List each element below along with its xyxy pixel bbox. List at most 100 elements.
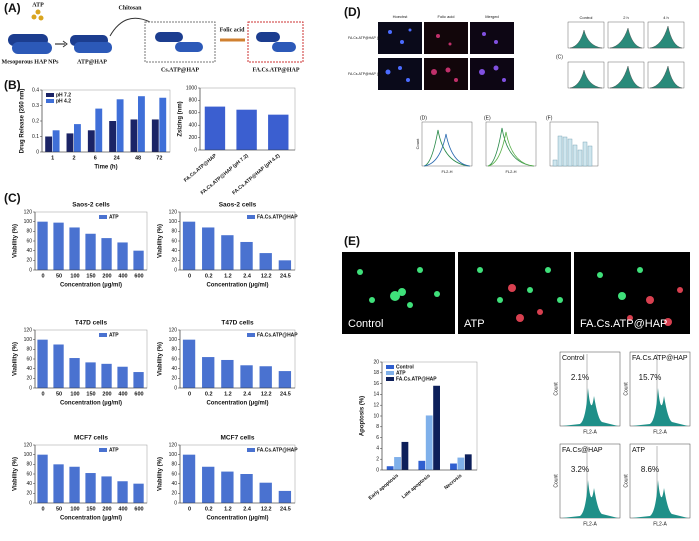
bar <box>259 253 272 270</box>
legend-label: ATP <box>109 214 119 220</box>
legend-swatch <box>386 377 394 381</box>
x-tick-label: 400 <box>118 391 127 397</box>
bar <box>202 227 215 270</box>
legend-label: FA.Cs.ATP@HAP <box>257 332 298 338</box>
x-axis-label: Concentration (µg/ml) <box>60 283 122 289</box>
x-tick-label: 72 <box>156 155 162 161</box>
y-tick-label: 40 <box>171 481 177 487</box>
bar <box>53 344 64 388</box>
chart-title: Saos-2 cells <box>72 202 110 209</box>
flow-histogram <box>632 388 688 426</box>
x-axis-label: FL2-A <box>583 429 597 435</box>
x-tick-label: 24.5 <box>280 391 291 397</box>
schematic-text: Cs.ATP@HAP <box>161 67 199 73</box>
bar <box>464 454 472 470</box>
y-axis-label: Viability (%) <box>13 342 19 376</box>
y-tick-label: 0.3 <box>32 103 39 109</box>
bar <box>278 490 292 503</box>
legend-label: ATP <box>109 447 119 453</box>
y-tick-label: 80 <box>171 462 177 468</box>
bar <box>66 133 74 152</box>
y-tick-label: 80 <box>171 229 177 235</box>
x-tick-label: 600 <box>134 506 143 512</box>
y-tick-label: 0 <box>29 500 32 506</box>
plot-area <box>179 211 296 271</box>
panel-label: (B) <box>4 78 21 92</box>
bar <box>138 96 145 152</box>
row-header: FA.Cs.ATP@HAP (4 h) <box>348 72 384 76</box>
image-label: FA.Cs.ATP@HAP <box>580 318 667 330</box>
flow-title: FA.Cs.ATP@HAP <box>632 355 688 362</box>
legend-swatch <box>99 448 107 452</box>
bar <box>69 358 80 388</box>
y-tick-label: 100 <box>169 337 178 343</box>
bar <box>117 481 128 503</box>
bar <box>202 466 215 503</box>
bar <box>221 471 234 503</box>
schematic-shapes <box>8 9 304 63</box>
y-tick-label: 100 <box>24 452 33 458</box>
x-axis-label: Concentration (µg/ml) <box>206 401 268 407</box>
y-tick-label: 20 <box>373 359 379 365</box>
bar <box>95 108 103 152</box>
schematic-text: ATP <box>32 2 44 8</box>
x-tick-label: 0 <box>188 273 191 279</box>
x-tick-label: 0.2 <box>205 506 213 512</box>
bar <box>101 476 112 503</box>
bar <box>221 235 234 270</box>
y-tick-label: 0.4 <box>32 87 39 93</box>
y-tick-label: 120 <box>24 327 33 333</box>
bar <box>418 460 426 470</box>
flow-title: ATP <box>632 447 645 454</box>
y-tick-label: 12 <box>373 403 379 409</box>
bar <box>182 221 196 270</box>
bar <box>117 366 128 388</box>
sub-label: (D) <box>420 115 427 121</box>
legend-swatch <box>386 371 394 375</box>
bar <box>37 339 48 388</box>
flow-histogram <box>562 480 618 518</box>
schematic-text: Mesoporous HAP NPs <box>2 59 60 65</box>
legend-swatch <box>247 448 255 452</box>
bar <box>268 114 289 150</box>
x-axis-label: Concentration (µg/ml) <box>206 283 268 289</box>
y-tick-label: 100 <box>169 452 178 458</box>
y-tick-label: 20 <box>171 376 177 382</box>
x-tick-label: Early apoptosis <box>368 473 401 502</box>
legend-label: ATP <box>109 332 119 338</box>
flow-header: Control <box>580 15 593 20</box>
x-tick-label: 0 <box>41 506 44 512</box>
column-header: Hoechst <box>393 14 409 19</box>
legend-swatch <box>247 215 255 219</box>
flow-histogram <box>562 388 618 426</box>
sub-label: (C) <box>556 54 563 60</box>
bar <box>204 106 226 150</box>
x-tick-label: 0 <box>188 391 191 397</box>
x-tick-label: 24 <box>114 155 121 161</box>
flow-header: 2 h <box>623 15 629 20</box>
x-tick-label: 600 <box>134 273 143 279</box>
legend-swatch <box>99 333 107 337</box>
flow-percent: 3.2% <box>571 465 589 474</box>
x-tick-label: 2 <box>72 155 75 161</box>
panel-label: (D) <box>344 5 361 19</box>
y-tick-label: 60 <box>26 356 32 362</box>
y-tick-label: 6 <box>376 435 379 441</box>
bar <box>109 121 117 152</box>
legend-label: pH 4.2 <box>56 98 71 104</box>
chart-title: T47D cells <box>75 320 108 327</box>
y-tick-label: 16 <box>373 381 379 387</box>
y-axis-label: Viability (%) <box>158 457 164 491</box>
x-tick-label: 50 <box>56 506 62 512</box>
bar <box>425 415 433 470</box>
y-axis-label: Viability (%) <box>13 224 19 258</box>
schematic-text: ATP@HAP <box>77 59 107 65</box>
flow-overlay <box>421 121 599 167</box>
y-tick-label: 0 <box>376 467 379 473</box>
x-tick-label: 24.5 <box>280 506 291 512</box>
x-tick-label: Late apoptosis <box>401 473 432 500</box>
bar <box>69 466 80 503</box>
y-tick-label: 60 <box>26 471 32 477</box>
x-tick-label: 2.4 <box>243 273 252 279</box>
panel-label: (C) <box>4 191 21 205</box>
